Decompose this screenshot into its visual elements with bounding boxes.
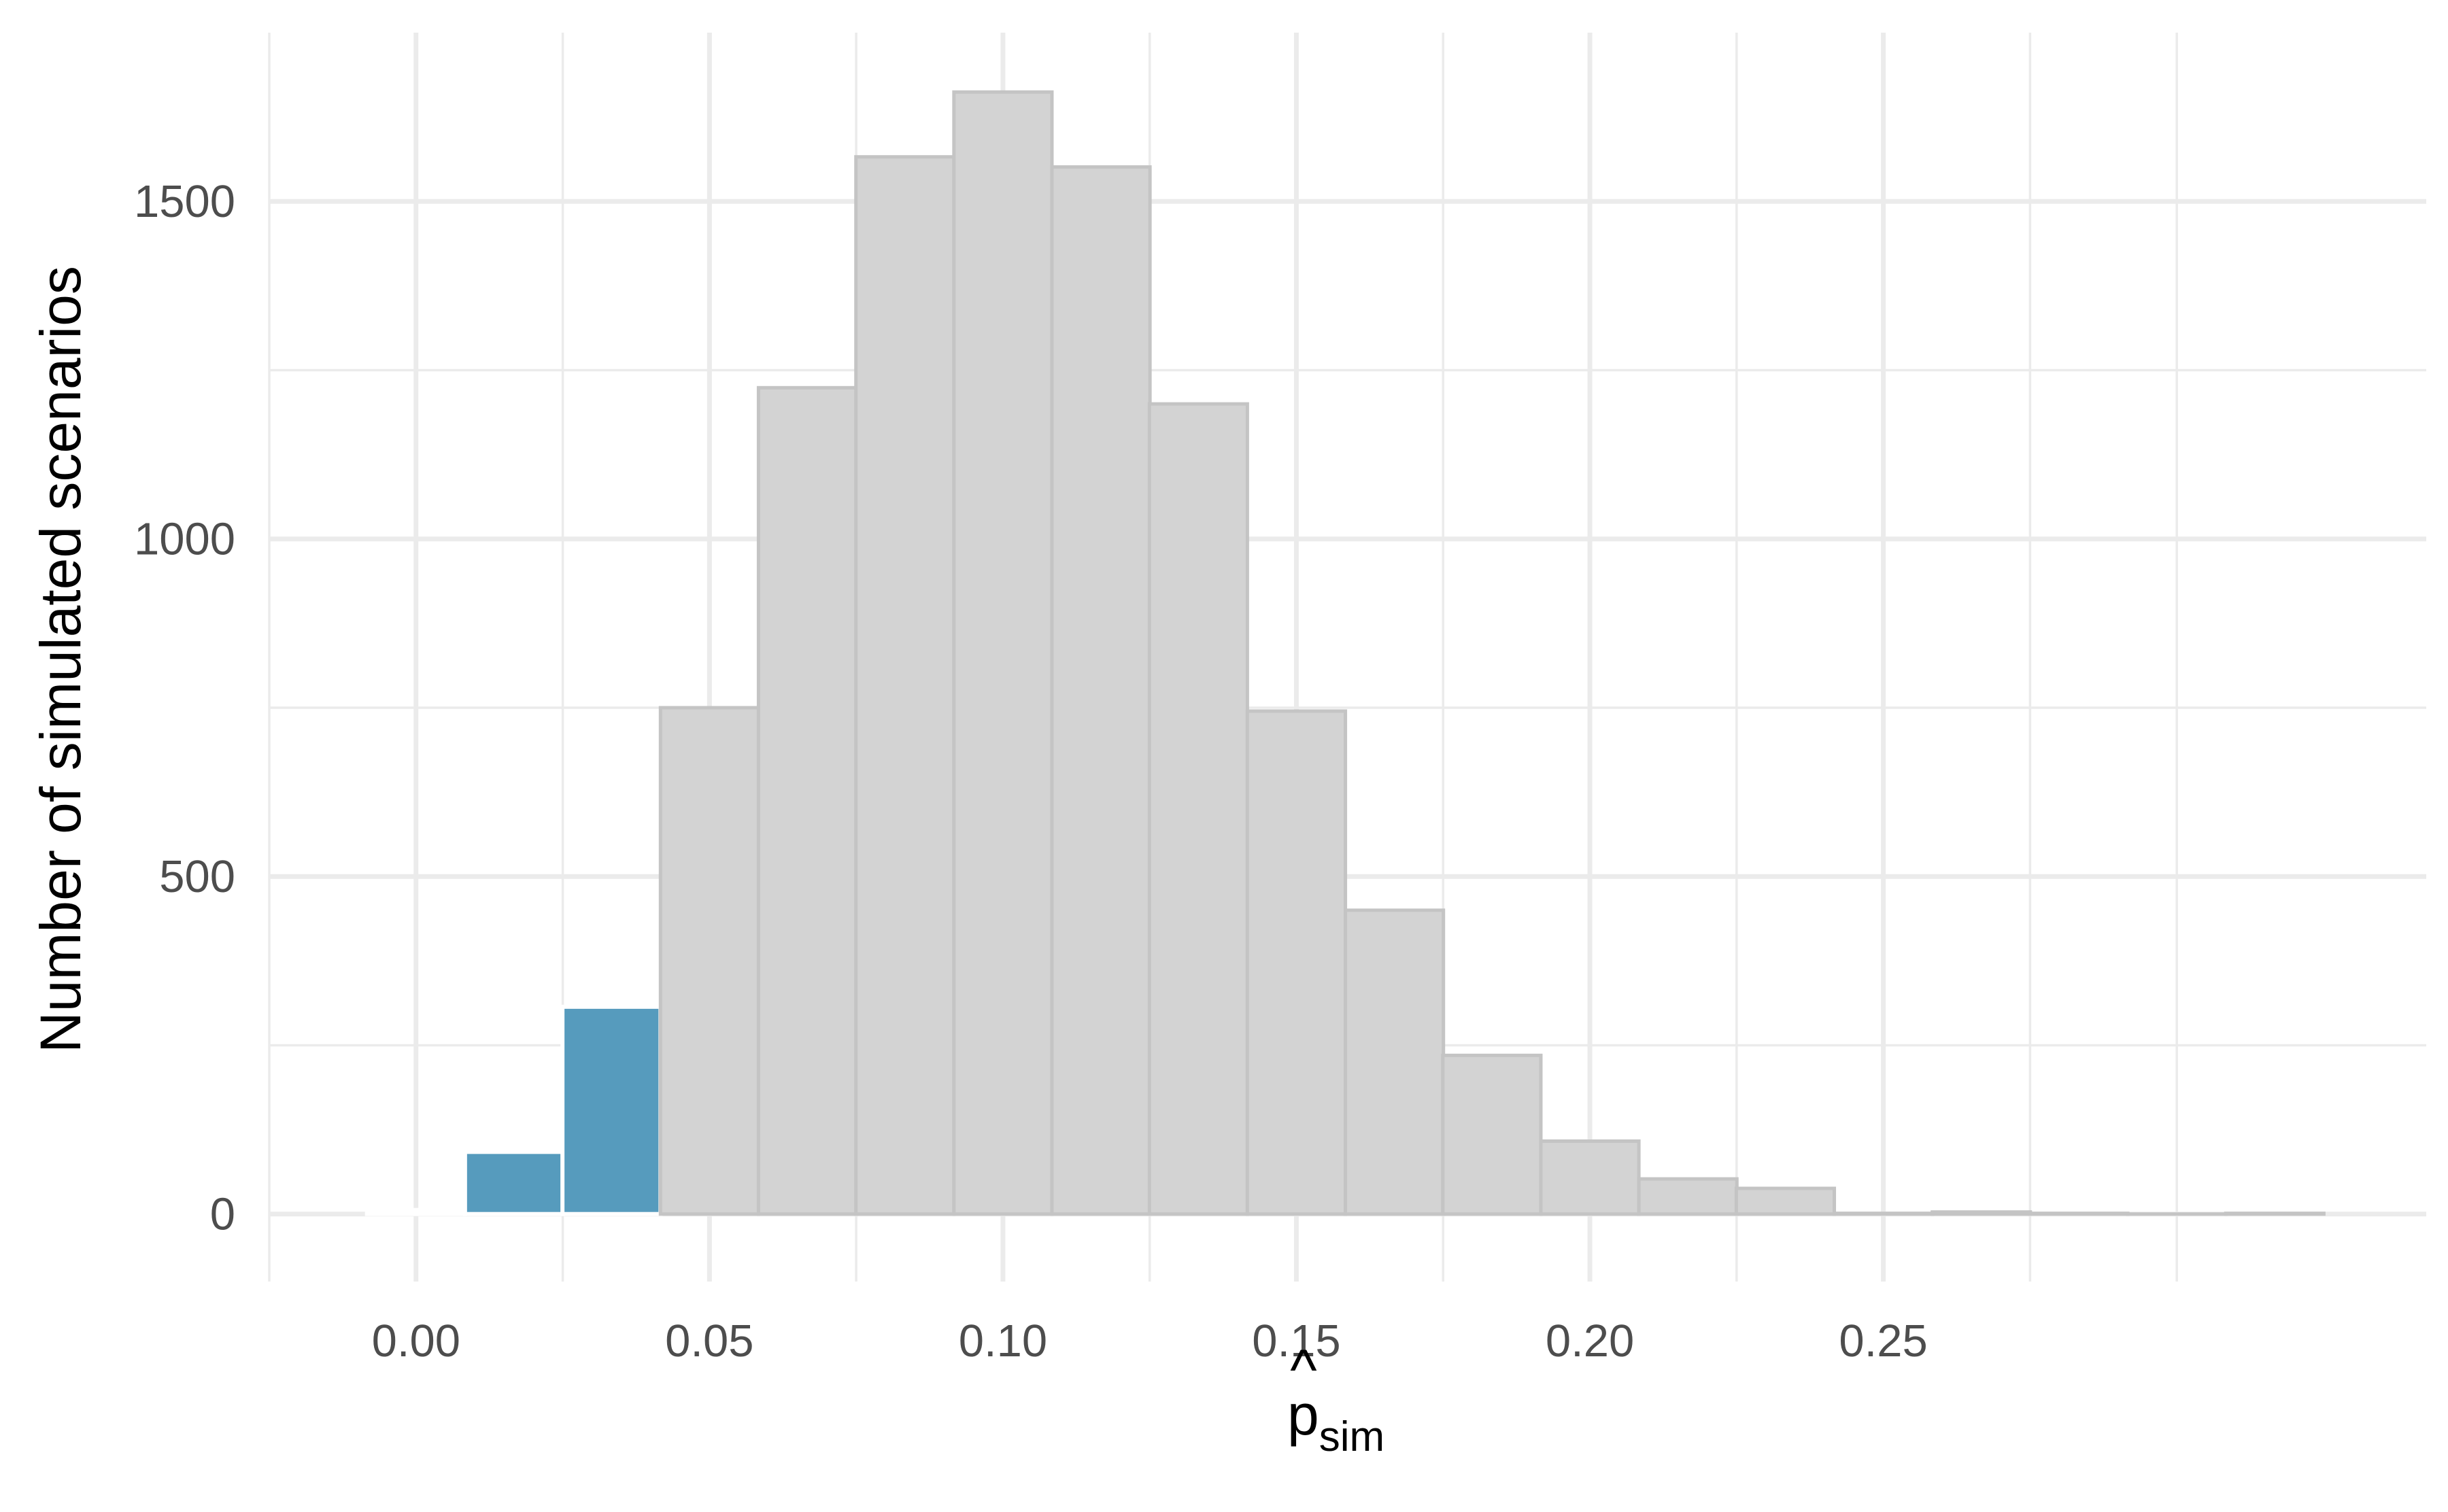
histogram-bar	[1637, 1177, 1739, 1216]
y-tick-label: 1500	[134, 176, 235, 227]
x-axis-title: psim ^	[1287, 1338, 1384, 1460]
y-tick-label: 0	[210, 1189, 235, 1240]
histogram-bar	[658, 706, 760, 1216]
histogram-bar	[1147, 402, 1249, 1216]
histogram-bar-highlighted	[462, 1150, 565, 1216]
histogram-bar	[1441, 1053, 1543, 1216]
x-tick-label: 0.00	[372, 1316, 460, 1367]
histogram-bar	[1734, 1186, 1837, 1216]
histogram-bar	[1050, 165, 1152, 1216]
y-axis-title: Number of simulated scenarios	[29, 266, 92, 1053]
x-axis-title-base: p	[1287, 1383, 1319, 1447]
x-tick-label: 0.25	[1839, 1316, 1927, 1367]
x-axis-tick-labels: 0.00 0.05 0.10 0.15 0.20 0.25	[372, 1316, 1928, 1367]
svg-text:psim: psim	[1287, 1383, 1384, 1460]
histogram-bar	[854, 155, 956, 1216]
histogram-bar	[1344, 908, 1446, 1216]
y-tick-label: 1000	[134, 514, 235, 565]
histogram-bar-highlighted	[560, 1004, 663, 1216]
x-tick-label: 0.10	[959, 1316, 1047, 1367]
histogram-bar	[1539, 1139, 1641, 1216]
histogram-bar	[1931, 1210, 2033, 1216]
x-tick-label: 0.20	[1546, 1316, 1634, 1367]
histogram-bar	[1245, 709, 1348, 1216]
x-tick-label: 0.15	[1252, 1316, 1340, 1367]
y-axis-tick-labels: 0 500 1000 1500	[134, 176, 235, 1239]
x-axis-title-accent: ^	[1290, 1338, 1316, 1402]
histogram-bar	[952, 90, 1054, 1216]
histogram-bar	[756, 385, 859, 1216]
x-axis-title-subscript: sim	[1319, 1413, 1384, 1460]
x-tick-label: 0.05	[665, 1316, 753, 1367]
histogram-bar-highlighted	[364, 1207, 467, 1216]
histogram-bars	[364, 90, 2326, 1216]
y-tick-label: 500	[159, 851, 235, 902]
